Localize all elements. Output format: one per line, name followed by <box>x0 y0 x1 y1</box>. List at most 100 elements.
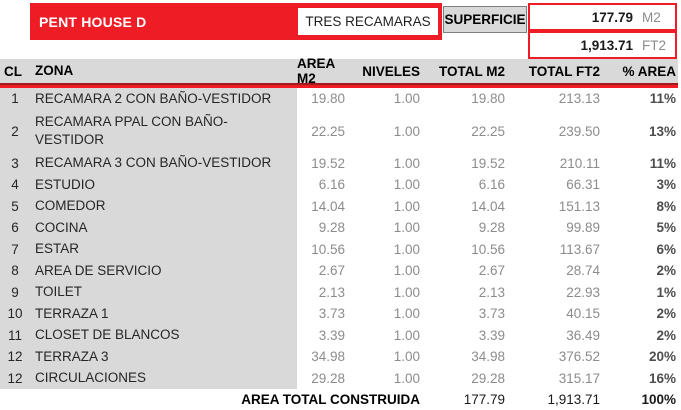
cell-zona: TERRAZA 3 <box>30 346 297 368</box>
cell-niveles: 1.00 <box>393 241 420 257</box>
table-row: 10 TERRAZA 1 3.73 1.00 3.73 40.15 2% <box>0 303 678 325</box>
cell-zona: RECAMARA 3 CON BAÑO-VESTIDOR <box>30 152 297 174</box>
cell-pct-area: 2% <box>656 306 676 322</box>
cell-area-m2: 10.56 <box>311 241 345 257</box>
cell-cl: 12 <box>0 346 30 368</box>
cell-total-m2: 19.52 <box>471 155 505 171</box>
cell-total-ft2: 315.17 <box>558 370 600 386</box>
superficie-ft2-unit: FT2 <box>642 37 667 53</box>
cell-niveles: 1.00 <box>393 327 420 343</box>
cell-niveles: 1.00 <box>393 198 420 214</box>
cell-pct-area: 13% <box>648 123 676 139</box>
table-row: 8 AREA DE SERVICIO 2.67 1.00 2.67 28.74 … <box>0 260 678 282</box>
cell-total-m2: 3.39 <box>478 327 505 343</box>
cell-niveles: 1.00 <box>393 284 420 300</box>
cell-cl: 3 <box>0 152 30 174</box>
cell-total-m2: 2.13 <box>478 284 505 300</box>
total-ft2-value: 1,913.71 <box>547 392 600 407</box>
cell-cl: 6 <box>0 217 30 239</box>
col-header-total-ft2: TOTAL FT2 <box>528 63 600 79</box>
cell-area-m2: 19.52 <box>311 155 345 171</box>
cell-area-m2: 6.16 <box>318 177 345 193</box>
table-header-row: CL ZONA AREA M2 NIVELES TOTAL M2 TOTAL F… <box>0 56 678 86</box>
total-pct-value: 100% <box>641 392 676 407</box>
cell-area-m2: 19.80 <box>311 91 345 107</box>
cell-total-ft2: 239.50 <box>558 123 600 139</box>
cell-area-m2: 22.25 <box>311 123 345 139</box>
cell-cl: 9 <box>0 281 30 303</box>
total-m2-value: 177.79 <box>463 392 505 407</box>
table-row: 1 RECAMARA 2 CON BAÑO-VESTIDOR 19.80 1.0… <box>0 88 678 110</box>
cell-niveles: 1.00 <box>393 155 420 171</box>
cell-niveles: 1.00 <box>393 177 420 193</box>
superficie-label: SUPERFICIE <box>443 6 527 33</box>
cell-pct-area: 11% <box>649 155 676 171</box>
cell-total-m2: 14.04 <box>471 198 505 214</box>
cell-total-ft2: 40.15 <box>566 306 600 322</box>
cell-pct-area: 1% <box>656 284 676 300</box>
table-body: 1 RECAMARA 2 CON BAÑO-VESTIDOR 19.80 1.0… <box>0 88 678 389</box>
cell-total-ft2: 99.89 <box>566 220 600 236</box>
cell-zona: TERRAZA 1 <box>30 303 297 325</box>
cell-pct-area: 3% <box>656 177 676 193</box>
cell-niveles: 1.00 <box>393 306 420 322</box>
table-row: 5 COMEDOR 14.04 1.00 14.04 151.13 8% <box>0 195 678 217</box>
cell-cl: 8 <box>0 260 30 282</box>
cell-cl: 12 <box>0 367 30 389</box>
cell-zona: CIRCULACIONES <box>30 367 297 389</box>
table-row: 12 TERRAZA 3 34.98 1.00 34.98 376.52 20% <box>0 346 678 368</box>
cell-area-m2: 34.98 <box>311 349 345 365</box>
cell-total-m2: 6.16 <box>478 177 505 193</box>
cell-total-m2: 9.28 <box>478 220 505 236</box>
superficie-m2-unit: M2 <box>642 9 661 25</box>
table-row: 4 ESTUDIO 6.16 1.00 6.16 66.31 3% <box>0 174 678 196</box>
table-row: 3 RECAMARA 3 CON BAÑO-VESTIDOR 19.52 1.0… <box>0 152 678 174</box>
header-red-rule <box>0 83 678 88</box>
cell-total-ft2: 22.93 <box>566 284 600 300</box>
col-header-total-m2: TOTAL M2 <box>438 63 505 79</box>
cell-cl: 1 <box>0 88 30 110</box>
cell-area-m2: 3.73 <box>318 306 345 322</box>
col-header-pct-area: % AREA <box>622 63 676 79</box>
cell-niveles: 1.00 <box>393 263 420 279</box>
table-row: 2 RECAMARA PPAL CON BAÑO- VESTIDOR 22.25… <box>0 109 678 153</box>
cell-pct-area: 20% <box>648 349 676 365</box>
cell-zona: RECAMARA 2 CON BAÑO-VESTIDOR <box>30 88 297 110</box>
col-header-niveles: NIVELES <box>362 63 420 79</box>
total-label: AREA TOTAL CONSTRUIDA <box>241 392 420 407</box>
cell-niveles: 1.00 <box>393 123 420 139</box>
col-header-area-m2: AREA M2 <box>297 56 335 86</box>
cell-total-ft2: 376.52 <box>558 349 600 365</box>
cell-total-m2: 3.73 <box>478 306 505 322</box>
cell-total-m2: 29.28 <box>471 370 505 386</box>
col-header-zona: ZONA <box>35 63 74 78</box>
table-row: 7 ESTAR 10.56 1.00 10.56 113.67 6% <box>0 238 678 260</box>
cell-cl: 10 <box>0 303 30 325</box>
unit-type-box: TRES RECAMARAS <box>298 8 438 35</box>
cell-zona: COCINA <box>30 217 297 239</box>
cell-pct-area: 6% <box>656 241 676 257</box>
cell-total-m2: 19.80 <box>471 91 505 107</box>
cell-pct-area: 2% <box>656 263 676 279</box>
cell-total-m2: 10.56 <box>471 241 505 257</box>
superficie-ft2-box: 1,913.71 FT2 <box>528 31 677 59</box>
cell-total-ft2: 113.67 <box>559 241 600 257</box>
cell-cl: 7 <box>0 238 30 260</box>
cell-zona: COMEDOR <box>30 195 297 217</box>
unit-title-strip: PENT HOUSE D TRES RECAMARAS <box>30 3 442 40</box>
cell-cl: 4 <box>0 174 30 196</box>
cell-niveles: 1.00 <box>393 91 420 107</box>
table-row: 11 CLOSET DE BLANCOS 3.39 1.00 3.39 36.4… <box>0 324 678 346</box>
cell-zona: CLOSET DE BLANCOS <box>30 324 297 346</box>
cell-area-m2: 14.04 <box>311 198 345 214</box>
cell-zona: ESTUDIO <box>30 174 297 196</box>
superficie-m2-value: 177.79 <box>591 9 633 25</box>
cell-cl: 5 <box>0 195 30 217</box>
cell-total-m2: 34.98 <box>471 349 505 365</box>
cell-total-m2: 22.25 <box>471 123 505 139</box>
table-footer-row: AREA TOTAL CONSTRUIDA 177.79 1,913.71 10… <box>0 389 678 410</box>
cell-total-ft2: 36.49 <box>566 327 600 343</box>
cell-area-m2: 3.39 <box>318 327 345 343</box>
cell-total-ft2: 28.74 <box>566 263 600 279</box>
